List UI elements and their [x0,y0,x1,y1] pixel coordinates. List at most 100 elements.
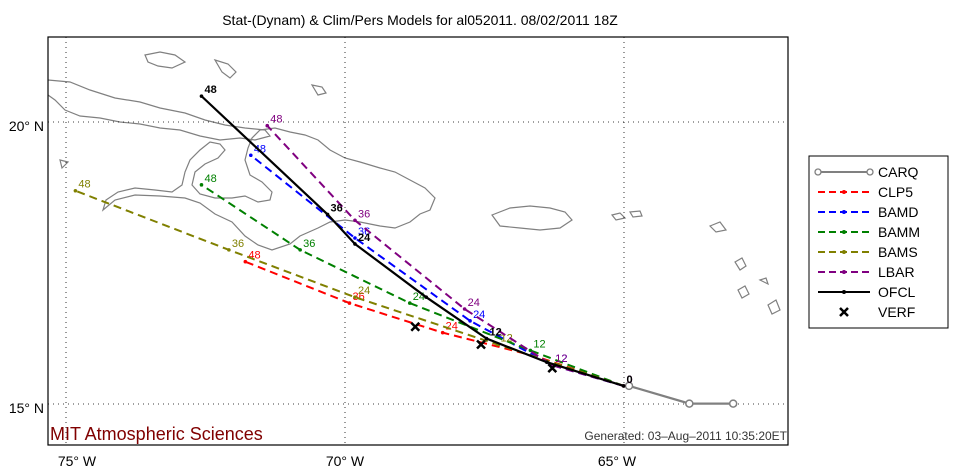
series-carq [624,381,738,408]
point-label-ofcl-24: 24 [358,232,371,244]
legend-marker-carq-b [866,168,874,176]
legend-entry-bamd: BAMD [818,204,918,220]
legend-entry-bams: BAMS [818,244,918,260]
legend-label-carq: CARQ [878,164,919,180]
marker-ofcl-5 [325,212,330,217]
y-axis-labels: 20° N 15° N [9,118,44,416]
series-line-ofcl [200,95,624,387]
legend-marker-verf [839,307,849,317]
marker-bams-4 [73,188,78,193]
marker-ofcl-0 [621,384,626,388]
point-label-ofcl-48: 48 [204,84,216,96]
point-label-bams-12: 12 [500,332,512,344]
point-label-ofcl-0: 0 [627,374,633,386]
legend-label-bams: BAMS [878,244,918,260]
legend-box [808,155,949,329]
legend-marker-bamm [842,230,846,234]
point-label-lbar-12: 12 [555,353,567,365]
legend-entry-bamm: BAMM [818,224,920,240]
y-tick-label-15: 15° N [9,400,44,416]
legend-label-bamd: BAMD [878,204,918,220]
marker-clp5-4 [243,259,248,264]
gridlines [48,37,788,445]
legend-entry-verf: VERF [839,304,915,320]
series-layer: 2436481224364812243648122436480122436480… [73,84,738,408]
marker-verf-1 [476,339,486,350]
marker-clp5-2 [440,330,445,335]
marker-clp5-3 [347,301,352,305]
marker-verf-2 [410,321,421,332]
legend-label-clp5: CLP5 [878,184,913,200]
marker-bams-2 [353,295,357,299]
marker-bamm-4 [199,183,204,187]
marker-carq-1 [685,399,694,408]
point-label-bamd-24: 24 [473,309,485,321]
marker-carq-2 [728,399,738,408]
series-line-bams [75,189,624,387]
marker-bamm-3 [298,248,302,252]
marker-ofcl-4 [353,242,357,246]
series-ofcl: 0 12 24 36 48 [199,84,633,388]
point-label-ofcl-12: 12 [490,327,502,339]
series-line-carq [628,384,734,405]
legend-entry-lbar: LBAR [818,264,915,280]
point-label-bamm-48: 48 [204,173,216,185]
series-bamm: 12 24 36 48 [199,173,626,388]
point-label-lbar-0: 0 [627,374,633,386]
marker-bamd-3 [353,236,357,240]
series-line-bamd [250,154,624,387]
series-bams: 12 24 36 48 [73,179,626,388]
marker-lbar-3 [353,218,357,223]
legend-marker-bams [842,250,846,254]
legend-label-ofcl: OFCL [878,284,916,300]
point-label-bamm-36: 36 [303,238,315,250]
marker-bamm-2 [407,301,412,305]
y-tick-label-20: 20° N [9,118,44,134]
legend: CARQ CLP5 BAMD BAMM BAMS LBAR OFCL VERF [808,155,949,329]
series-line-lbar [266,125,624,387]
marker-ofcl-1 [545,360,549,365]
marker-verf-0 [547,363,558,374]
point-label-lbar-36: 36 [358,208,370,220]
credit-text: MIT Atmospheric Sciences [50,424,263,444]
marker-lbar-4 [265,123,270,128]
point-label-bamd-12: 12 [555,353,567,365]
x-tick-label-75: 75° W [58,453,97,469]
legend-label-verf: VERF [878,304,915,320]
coastline-map [47,51,781,315]
series-verf [410,321,558,374]
marker-bamm-1 [528,348,533,353]
marker-bamd-2 [468,319,472,323]
x-axis-labels: 75° W 70° W 65° W [58,453,637,469]
point-label-clp5-24: 24 [446,321,458,333]
series-line-bamm [200,183,624,387]
series-lbar: 0 12 24 36 48 [265,114,633,388]
marker-bamd-4 [249,153,253,158]
x-tick-label-65: 65° W [598,453,637,469]
legend-entry-clp5: CLP5 [818,184,913,200]
point-label-lbar-24: 24 [468,297,480,309]
x-tick-label-70: 70° W [326,453,365,469]
point-label-ofcl-36: 36 [331,202,343,214]
legend-label-lbar: LBAR [878,264,915,280]
marker-ofcl-3 [424,295,429,299]
marker-carq-0 [624,381,634,391]
marker-ofcl-2 [484,336,489,341]
legend-label-bamm: BAMM [878,224,920,240]
legend-entry-carq: CARQ [814,164,919,180]
marker-ofcl-6 [199,94,204,98]
point-label-bamd-48: 48 [254,143,266,155]
point-label-bams-48: 48 [78,179,90,191]
generated-timestamp: Generated: 03–Aug–2011 10:35:20ET [584,429,787,443]
legend-marker-bamd [842,210,846,214]
legend-marker-carq-a [814,168,822,176]
legend-marker-clp5 [842,190,846,194]
point-label-lbar-48: 48 [270,114,282,126]
legend-marker-lbar [842,270,846,274]
plot-frame [47,36,789,446]
point-label-bams-36: 36 [232,238,244,250]
legend-marker-ofcl [842,290,846,294]
legend-entry-ofcl: OFCL [818,284,916,300]
series-bamd: 12 24 36 48 [249,143,626,388]
